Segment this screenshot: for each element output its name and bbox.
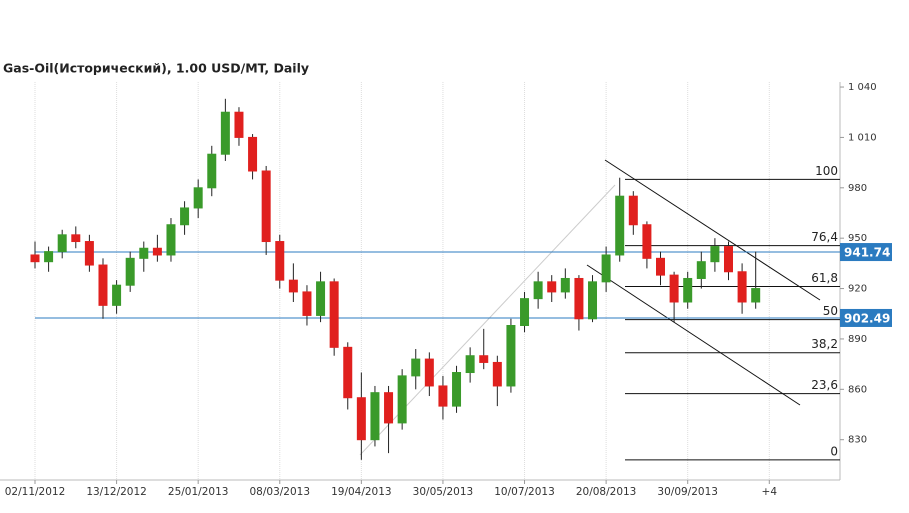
candle-body	[370, 392, 380, 441]
candle-body	[275, 241, 285, 281]
candle-body	[139, 247, 149, 259]
candle-body	[356, 397, 366, 441]
level-badge	[840, 243, 892, 262]
y-tick-label: 860	[848, 384, 867, 395]
candle-body	[193, 187, 203, 209]
candle-body	[152, 247, 162, 256]
x-tick-label: +4	[762, 486, 778, 498]
candle-body	[84, 241, 94, 266]
candle-body	[316, 281, 326, 316]
x-tick-label: 10/07/2013	[494, 486, 555, 498]
fib-label: 100	[815, 164, 838, 178]
fib-label: 38,2	[811, 337, 838, 351]
candle-body	[71, 234, 81, 243]
candle-body	[180, 207, 190, 226]
candle-body	[710, 246, 720, 263]
x-tick-label: 19/04/2013	[331, 486, 392, 498]
x-tick-label: 20/08/2013	[576, 486, 637, 498]
candle-body	[574, 277, 584, 320]
candle-body	[220, 111, 230, 155]
channel-lower	[586, 264, 801, 406]
candle-body	[411, 358, 421, 377]
candle-body	[656, 257, 666, 276]
y-tick-label: 830	[848, 435, 867, 446]
fib-label: 0	[830, 444, 838, 458]
channel-upper	[604, 159, 821, 301]
candle-body	[479, 355, 489, 363]
fib-label: 23,6	[811, 378, 838, 392]
candle-body	[683, 277, 693, 303]
candle-body	[112, 284, 122, 306]
candle-body	[343, 346, 353, 399]
candle-body	[329, 281, 339, 348]
candle-body	[520, 298, 530, 327]
candle-body	[669, 274, 679, 303]
candle-body	[248, 136, 258, 172]
x-tick-label: 02/11/2012	[5, 486, 66, 498]
level-badge	[840, 308, 892, 327]
candle-body	[438, 385, 448, 407]
y-tick-label: 890	[848, 334, 867, 345]
candle-body	[560, 277, 570, 293]
candle-body	[533, 281, 543, 300]
candle-body	[302, 291, 312, 316]
level-label: 902.49	[844, 311, 890, 325]
candle-body	[492, 361, 502, 387]
y-tick-label: 1 010	[848, 132, 877, 143]
candle-body	[57, 234, 67, 253]
x-tick-label: 30/09/2013	[657, 486, 718, 498]
y-tick-label: 920	[848, 284, 867, 295]
candle-body	[234, 111, 244, 138]
fib-label: 61,8	[811, 271, 838, 285]
fib-label: 76,4	[811, 230, 838, 244]
candle-body	[30, 254, 40, 263]
candle-body	[261, 170, 271, 243]
candle-body	[166, 224, 176, 256]
level-label: 941.74	[844, 246, 890, 260]
candle-body	[98, 264, 108, 306]
candle-body	[628, 195, 638, 226]
x-tick-label: 30/05/2013	[413, 486, 474, 498]
candle-body	[506, 325, 516, 387]
x-tick-label: 08/03/2013	[249, 486, 310, 498]
candle-body	[723, 246, 733, 273]
candle-body	[288, 279, 298, 293]
candle-body	[588, 281, 598, 320]
candle-body	[465, 355, 475, 374]
candle-body	[751, 288, 761, 303]
candle-body	[424, 358, 434, 387]
fib-label: 50	[823, 304, 838, 318]
candle-body	[696, 261, 706, 279]
candle-body	[125, 257, 135, 286]
candle-body	[452, 372, 462, 407]
candle-body	[601, 254, 611, 283]
candle-body	[397, 375, 407, 424]
candle-body	[737, 271, 747, 303]
candle-body	[547, 281, 557, 293]
candle-body	[44, 251, 54, 263]
candle-body	[384, 392, 394, 424]
y-tick-label: 950	[848, 233, 867, 244]
candle-body	[207, 153, 217, 189]
chart-title: Gas-Oil(Исторический), 1.00 USD/MT, Dail…	[3, 61, 309, 76]
y-tick-label: 980	[848, 183, 867, 194]
y-tick-label: 1 040	[848, 82, 877, 93]
candle-body	[642, 224, 652, 259]
candle-body	[615, 195, 625, 256]
x-tick-label: 25/01/2013	[168, 486, 229, 498]
x-tick-label: 13/12/2012	[86, 486, 147, 498]
